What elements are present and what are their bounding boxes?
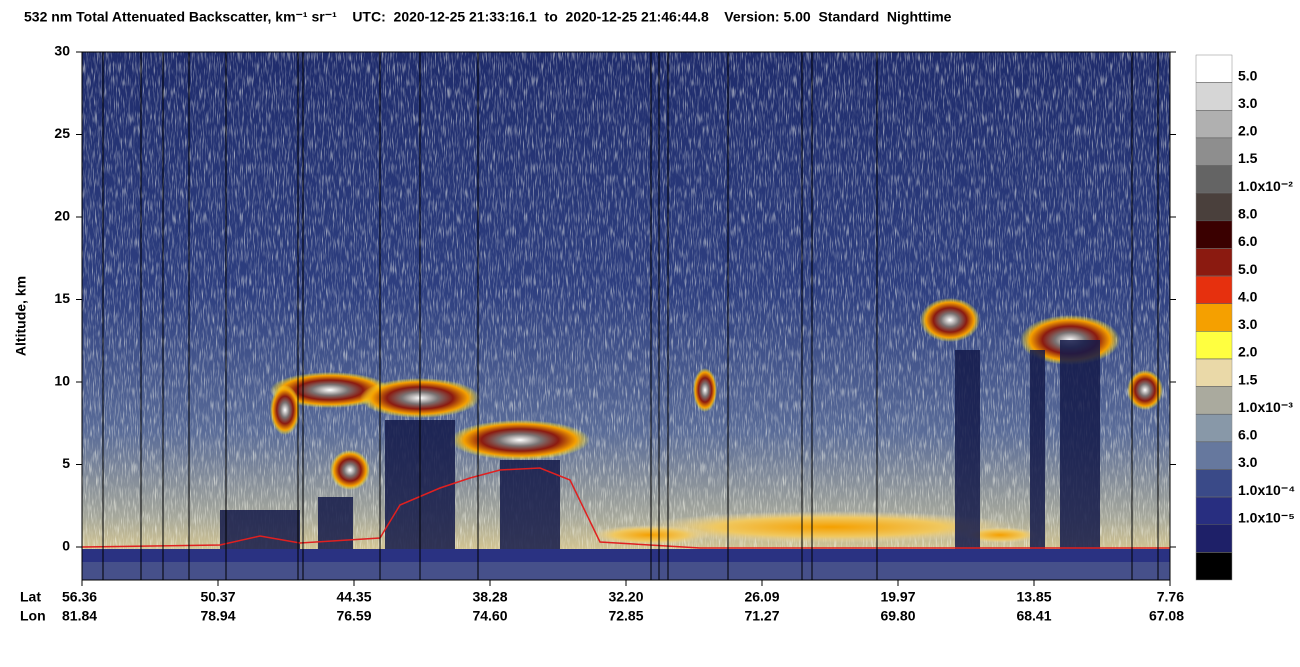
colorbar-box <box>1195 248 1233 277</box>
colorbar-box <box>1195 331 1233 360</box>
lon-label: 67.08 <box>1149 608 1184 624</box>
colorbar-label: 6.0 <box>1238 427 1258 443</box>
colorbar-box <box>1195 441 1233 470</box>
lat-label: 19.97 <box>880 589 915 605</box>
y-tick-label: 0 <box>62 538 70 554</box>
y-tick-label: 5 <box>62 455 70 471</box>
lat-row-label: Lat <box>20 589 41 605</box>
gap-lines <box>102 52 1159 580</box>
colorbar-box <box>1195 220 1233 249</box>
colorbar-box <box>1195 137 1233 166</box>
lat-label: 26.09 <box>744 589 779 605</box>
colorbar-label: 1.0x10⁻³ <box>1238 399 1293 415</box>
lat-label: 32.20 <box>608 589 643 605</box>
colorbar-box <box>1195 552 1233 581</box>
colorbar-box <box>1195 275 1233 304</box>
lon-label: 68.41 <box>1016 608 1051 624</box>
colorbar-box <box>1195 386 1233 415</box>
colorbar-box <box>1195 54 1233 83</box>
backscatter-image <box>82 52 1170 580</box>
chart-title: 532 nm Total Attenuated Backscatter, km⁻… <box>24 9 952 25</box>
lon-row-label: Lon <box>20 608 46 624</box>
colorbar-label: 3.0 <box>1238 316 1258 332</box>
subsurface <box>82 562 1170 580</box>
y-tick-label: 20 <box>54 208 70 224</box>
y-axis-label: Altitude, km <box>13 276 29 356</box>
colorbar-label: 2.0 <box>1238 344 1258 360</box>
aerosol-layer <box>590 511 1040 545</box>
colorbar-label: 4.0 <box>1238 288 1258 304</box>
colorbar-box <box>1195 303 1233 332</box>
lon-label: 78.94 <box>200 608 235 624</box>
y-tick-label: 30 <box>54 43 70 59</box>
colorbar-box <box>1195 110 1233 139</box>
colorbar-label: 3.0 <box>1238 95 1258 111</box>
colorbar-label: 1.5 <box>1238 150 1258 166</box>
colorbar-box <box>1195 358 1233 387</box>
colorbar-box <box>1195 82 1233 111</box>
colorbar-box <box>1195 413 1233 443</box>
colorbar-label: 5.0 <box>1238 261 1258 277</box>
lat-label: 38.28 <box>472 589 507 605</box>
lon-label: 81.84 <box>62 608 97 624</box>
noise <box>82 52 1170 580</box>
colorbar-box <box>1195 524 1233 553</box>
lat-label: 50.37 <box>200 589 235 605</box>
lon-label: 76.59 <box>336 608 371 624</box>
colorbar-box <box>1195 469 1233 498</box>
colorbar-label: 6.0 <box>1238 233 1258 249</box>
colorbar-label: 1.0x10⁻⁴ <box>1238 482 1295 498</box>
colorbar-box <box>1195 192 1233 222</box>
lat-label: 56.36 <box>62 589 97 605</box>
y-tick-label: 15 <box>54 290 70 306</box>
colorbar-box <box>1195 496 1233 525</box>
lon-label: 69.80 <box>880 608 915 624</box>
y-tick-label: 10 <box>54 373 70 389</box>
lat-label: 7.76 <box>1157 589 1184 605</box>
lat-label: 44.35 <box>336 589 371 605</box>
colorbar-box <box>1195 165 1233 194</box>
colorbar-label: 2.0 <box>1238 123 1258 139</box>
surface-line <box>82 467 1170 549</box>
lon-label: 74.60 <box>472 608 507 624</box>
colorbar-label: 1.5 <box>1238 371 1258 387</box>
lon-label: 72.85 <box>608 608 643 624</box>
colorbar-label: 8.0 <box>1238 205 1258 221</box>
colorbar-label: 1.0x10⁻⁵ <box>1238 509 1295 525</box>
lat-label: 13.85 <box>1016 589 1051 605</box>
y-tick-label: 25 <box>54 125 70 141</box>
colorbar-label: 1.0x10⁻² <box>1238 178 1293 194</box>
colorbar-label: 5.0 <box>1238 67 1258 83</box>
colorbar-label: 3.0 <box>1238 454 1258 470</box>
lon-label: 71.27 <box>744 608 779 624</box>
